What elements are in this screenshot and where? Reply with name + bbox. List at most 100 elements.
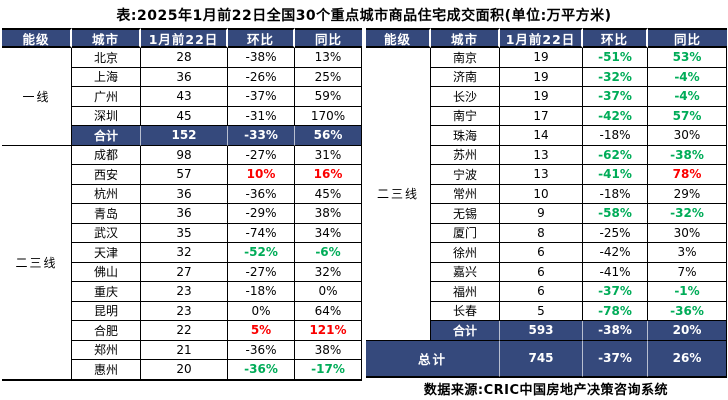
value-cell: 13 bbox=[500, 165, 583, 185]
value-cell: 23 bbox=[141, 301, 228, 321]
yoy-cell: 16% bbox=[295, 165, 362, 185]
city-cell: 广州 bbox=[72, 87, 141, 107]
city-cell: 杭州 bbox=[72, 184, 141, 204]
mom-cell: -26% bbox=[228, 67, 295, 87]
yoy-cell: 78% bbox=[648, 165, 727, 185]
column-header: 能级 bbox=[2, 28, 72, 48]
city-cell: 合计 bbox=[72, 126, 141, 146]
city-cell: 惠州 bbox=[72, 360, 141, 380]
mom-cell: -62% bbox=[583, 145, 648, 165]
grand-total-mom: -37% bbox=[583, 340, 648, 377]
value-cell: 98 bbox=[141, 145, 228, 165]
mom-cell: -31% bbox=[228, 106, 295, 126]
value-cell: 10 bbox=[500, 184, 583, 204]
city-cell: 天津 bbox=[72, 243, 141, 263]
mom-cell: -37% bbox=[583, 282, 648, 302]
mom-cell: -18% bbox=[583, 184, 648, 204]
city-cell: 佛山 bbox=[72, 262, 141, 282]
yoy-cell: 56% bbox=[295, 126, 362, 146]
value-cell: 28 bbox=[141, 48, 228, 68]
yoy-cell: 34% bbox=[295, 223, 362, 243]
city-cell: 成都 bbox=[72, 145, 141, 165]
value-cell: 36 bbox=[141, 184, 228, 204]
column-header: 1月前22日 bbox=[500, 28, 583, 48]
value-cell: 23 bbox=[141, 282, 228, 302]
yoy-cell: 32% bbox=[295, 262, 362, 282]
value-cell: 27 bbox=[141, 262, 228, 282]
column-header: 同比 bbox=[295, 28, 362, 48]
city-cell: 合计 bbox=[431, 321, 500, 341]
grand-total-label: 总计 bbox=[366, 340, 500, 377]
mom-cell: -37% bbox=[228, 87, 295, 107]
value-cell: 6 bbox=[500, 243, 583, 263]
city-cell: 上海 bbox=[72, 67, 141, 87]
value-cell: 14 bbox=[500, 126, 583, 146]
yoy-cell: -6% bbox=[295, 243, 362, 263]
value-cell: 5 bbox=[500, 301, 583, 321]
value-cell: 22 bbox=[141, 321, 228, 341]
city-cell: 长春 bbox=[431, 301, 500, 321]
value-cell: 20 bbox=[141, 360, 228, 380]
tier-cell: 二三线 bbox=[2, 145, 72, 380]
city-cell: 深圳 bbox=[72, 106, 141, 126]
city-cell: 重庆 bbox=[72, 282, 141, 302]
mom-cell: -33% bbox=[228, 126, 295, 146]
value-cell: 36 bbox=[141, 204, 228, 224]
yoy-cell: 0% bbox=[295, 282, 362, 302]
mom-cell: -18% bbox=[583, 126, 648, 146]
grand-total-value: 745 bbox=[500, 340, 583, 377]
mom-cell: 0% bbox=[228, 301, 295, 321]
yoy-cell: -4% bbox=[648, 87, 727, 107]
yoy-cell: 38% bbox=[295, 340, 362, 360]
mom-cell: -51% bbox=[583, 48, 648, 68]
mom-cell: -36% bbox=[228, 184, 295, 204]
city-cell: 无锡 bbox=[431, 204, 500, 224]
value-cell: 45 bbox=[141, 106, 228, 126]
column-header: 能级 bbox=[366, 28, 431, 48]
yoy-cell: 45% bbox=[295, 184, 362, 204]
city-cell: 苏州 bbox=[431, 145, 500, 165]
city-cell: 昆明 bbox=[72, 301, 141, 321]
yoy-cell: 20% bbox=[648, 321, 727, 341]
city-cell: 青岛 bbox=[72, 204, 141, 224]
city-cell: 南宁 bbox=[431, 106, 500, 126]
yoy-cell: 59% bbox=[295, 87, 362, 107]
value-cell: 6 bbox=[500, 282, 583, 302]
value-cell: 21 bbox=[141, 340, 228, 360]
mom-cell: 10% bbox=[228, 165, 295, 185]
yoy-cell: 30% bbox=[648, 223, 727, 243]
value-cell: 19 bbox=[500, 48, 583, 68]
left-table: 能级 城市 1月前22日 环比 同比 一线 二三线 北京 28 -38% 13% 上海 36 -26% 25… bbox=[2, 28, 362, 381]
mom-cell: -27% bbox=[228, 145, 295, 165]
yoy-cell: 7% bbox=[648, 262, 727, 282]
mom-cell: -41% bbox=[583, 165, 648, 185]
mom-cell: -38% bbox=[583, 321, 648, 341]
column-header: 城市 bbox=[431, 28, 500, 48]
city-cell: 合肥 bbox=[72, 321, 141, 341]
tier-cell: 一线 bbox=[2, 48, 72, 146]
column-header: 1月前22日 bbox=[141, 28, 228, 48]
value-cell: 57 bbox=[141, 165, 228, 185]
yoy-cell: 25% bbox=[295, 67, 362, 87]
table-title: 表:2025年1月前22日全国30个重点城市商品住宅成交面积(单位:万平方米) bbox=[116, 8, 612, 24]
value-cell: 19 bbox=[500, 67, 583, 87]
yoy-cell: 30% bbox=[648, 126, 727, 146]
value-cell: 43 bbox=[141, 87, 228, 107]
mom-cell: -18% bbox=[228, 282, 295, 302]
city-cell: 西安 bbox=[72, 165, 141, 185]
mom-cell: -52% bbox=[228, 243, 295, 263]
yoy-cell: 38% bbox=[295, 204, 362, 224]
city-cell: 北京 bbox=[72, 48, 141, 68]
city-cell: 宁波 bbox=[431, 165, 500, 185]
value-cell: 6 bbox=[500, 262, 583, 282]
right-table: 能级 城市 1月前22日 环比 同比 二三线 南京 19 -51% 53% 济南 19 -32% -4% 长… bbox=[366, 28, 727, 378]
city-cell: 郑州 bbox=[72, 340, 141, 360]
yoy-cell: 170% bbox=[295, 106, 362, 126]
city-cell: 厦门 bbox=[431, 223, 500, 243]
mom-cell: -58% bbox=[583, 204, 648, 224]
mom-cell: -42% bbox=[583, 243, 648, 263]
value-cell: 8 bbox=[500, 223, 583, 243]
tier-cell: 二三线 bbox=[366, 48, 431, 341]
mom-cell: -78% bbox=[583, 301, 648, 321]
yoy-cell: 57% bbox=[648, 106, 727, 126]
